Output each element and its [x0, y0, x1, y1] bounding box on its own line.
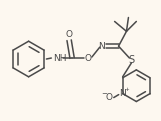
- Text: N: N: [98, 42, 105, 51]
- Text: NH: NH: [53, 53, 67, 63]
- Text: N: N: [119, 89, 126, 98]
- Text: −: −: [101, 91, 107, 97]
- Text: +: +: [124, 87, 129, 92]
- Text: S: S: [128, 55, 134, 65]
- Text: O: O: [66, 30, 73, 39]
- Text: O: O: [105, 93, 112, 102]
- Text: O: O: [84, 53, 91, 63]
